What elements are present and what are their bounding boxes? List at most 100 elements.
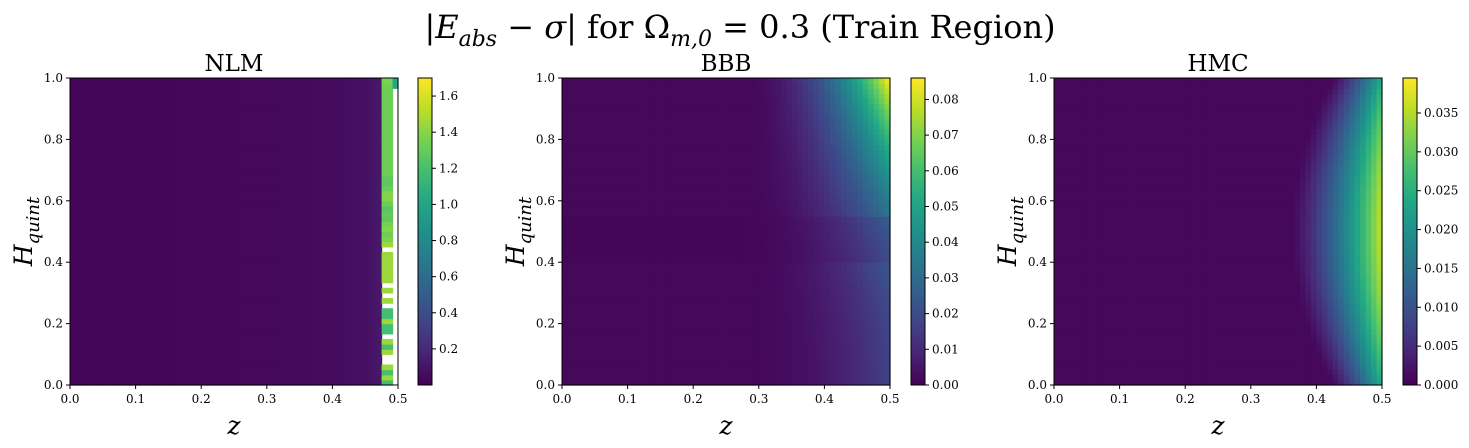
heatmap-cell [223,134,230,140]
heatmap-cell [660,78,667,84]
heatmap-cell [244,303,251,309]
heatmap-cell [261,349,268,355]
heatmap-cell [622,359,629,366]
heatmap-cell [572,195,579,202]
heatmap-cell [600,134,607,140]
heatmap-cell [217,374,224,381]
heatmap-cell [583,190,590,197]
heatmap-cell [119,308,126,314]
heatmap-cell [108,328,115,335]
heatmap-cell [343,113,350,120]
heatmap-cell [173,303,180,309]
heatmap-cell [594,195,601,202]
heatmap-cell [348,379,355,386]
heatmap-cell [195,303,202,309]
heatmap-cell [627,236,634,243]
heatmap-cell [239,159,246,166]
heatmap-cell [605,129,612,135]
heatmap-cell [583,170,590,176]
heatmap-cell [365,328,372,335]
heatmap-cell [326,216,333,222]
heatmap-cell [75,236,82,243]
heatmap-cell [277,354,284,361]
heatmap-cell [184,211,191,217]
heatmap-cell [228,144,235,151]
heatmap-cell [124,323,131,330]
heatmap-cell [135,354,142,361]
heatmap-cell [168,251,175,258]
heatmap-cell [578,292,585,299]
heatmap-cell [212,231,219,238]
heatmap-cell [316,303,323,309]
heatmap-cell [665,328,672,335]
heatmap-cell [594,359,601,366]
heatmap-cell [665,83,672,89]
heatmap-cell [332,149,339,156]
heatmap-cell [157,221,164,227]
heatmap-cell [239,318,246,325]
heatmap-cell [228,190,235,197]
heatmap-cell [277,129,284,135]
heatmap-cell [294,262,301,268]
heatmap-cell [310,364,317,371]
heatmap-cell [217,88,224,94]
heatmap-cell [184,328,191,335]
heatmap-cell [223,318,230,325]
heatmap-cell [157,333,164,340]
heatmap-cell [146,175,153,181]
heatmap-cell [370,251,377,258]
heatmap-cell [611,257,618,263]
heatmap-cell [644,98,651,105]
heatmap-cell [354,149,361,156]
heatmap-cell [622,78,629,84]
heatmap-cell [348,200,355,207]
heatmap-cell [332,257,339,263]
heatmap-cell [190,211,197,217]
heatmap-cell [179,231,186,238]
heatmap-cell [86,359,93,366]
heatmap-cell [562,323,569,330]
heatmap-cell [283,180,290,187]
heatmap-cell [676,221,683,227]
heatmap-cell [365,292,372,299]
heatmap-cell [266,287,273,294]
heatmap-cell [567,118,574,125]
heatmap-cell [354,349,361,355]
heatmap-cell [239,93,246,100]
heatmap-cell [365,318,372,325]
heatmap-cell [343,88,350,94]
heatmap-cell [184,282,191,289]
heatmap-cell [124,241,131,248]
heatmap-cell [162,333,169,340]
heatmap-cell [217,262,224,268]
heatmap-cell [611,349,618,355]
heatmap-cell [376,190,383,197]
heatmap-cell [348,185,355,192]
heatmap-cell [359,379,366,386]
heatmap-cell [206,113,213,120]
heatmap-cell [146,108,153,115]
heatmap-cell [217,338,224,345]
heatmap-cell [687,333,694,340]
heatmap-cell [337,113,344,120]
heatmap-cell [119,211,126,217]
heatmap-cell [376,185,383,192]
heatmap-cell [130,180,137,187]
heatmap-cell [321,246,328,253]
heatmap-cell [239,354,246,361]
heatmap-cell [141,364,148,371]
heatmap-cell [212,205,219,212]
heatmap-cell [605,338,612,345]
heatmap-cell [572,190,579,197]
heatmap-cell [141,180,148,187]
heatmap-cell [583,369,590,376]
heatmap-cell [578,251,585,258]
heatmap-cell [665,379,672,386]
heatmap-cell [244,211,251,217]
heatmap-cell [277,267,284,274]
heatmap-cell [179,282,186,289]
heatmap-cell [316,246,323,253]
heatmap-cell [70,318,77,325]
heatmap-cell [80,93,87,100]
heatmap-cell [633,170,640,176]
